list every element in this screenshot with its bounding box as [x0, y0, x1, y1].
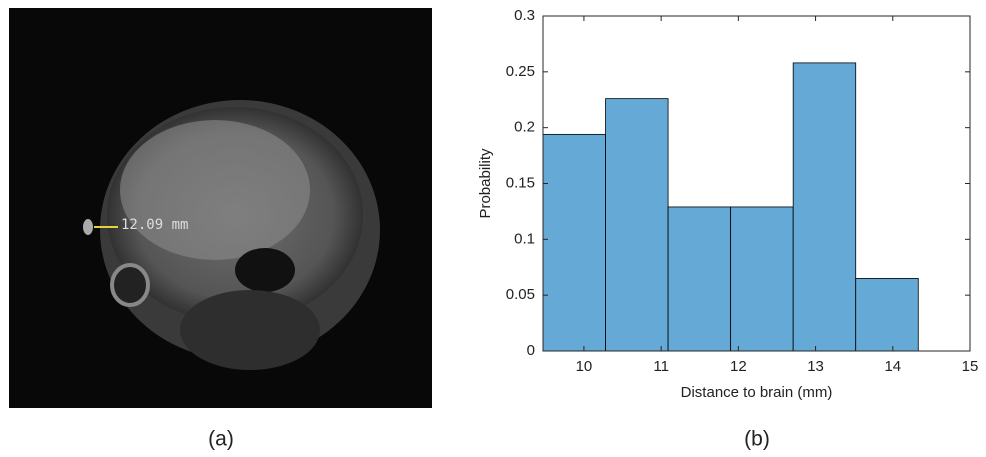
y-tick-label: 0.2	[514, 119, 535, 136]
bar	[606, 99, 669, 351]
x-tick-label: 15	[962, 358, 979, 375]
x-tick-label: 12	[730, 358, 747, 375]
y-tick-label: 0	[527, 342, 535, 359]
bar	[668, 207, 731, 351]
x-axis-label: Distance to brain (mm)	[681, 384, 833, 401]
panel-label: (a)	[208, 428, 234, 451]
histogram: 0 0.05 0.1 0.15 0.2 0.25 0.3 10 11 12 13 14 15 Distan…	[477, 7, 978, 401]
ear	[112, 265, 148, 305]
bar	[793, 63, 856, 351]
x-tick-label: 14	[884, 358, 901, 375]
panel-label: (b)	[744, 428, 770, 451]
y-tick-label: 0.1	[514, 230, 535, 247]
cortex	[120, 120, 310, 260]
bar	[856, 278, 919, 351]
marker	[83, 219, 93, 235]
x-tick-label: 11	[653, 358, 669, 375]
bar	[543, 134, 606, 351]
mri-image: 12.09 mm	[9, 8, 432, 408]
y-tick-label: 0.05	[506, 286, 535, 303]
x-tick-label: 10	[576, 358, 593, 375]
y-tick-label: 0.25	[506, 63, 535, 80]
lower-head	[180, 290, 320, 370]
bar	[731, 207, 794, 351]
x-tick-label: 13	[807, 358, 824, 375]
y-axis-label: Probability	[477, 148, 494, 219]
y-tick-label: 0.15	[506, 174, 535, 191]
figure: 12.09 mm (a) (b) 0 0.05 0.1 0.15 0.2 0.25 0.3 1…	[0, 0, 986, 457]
y-tick-label: 0.3	[514, 7, 535, 24]
measure-label: 12.09 mm	[121, 217, 188, 233]
ventricle	[235, 248, 295, 292]
